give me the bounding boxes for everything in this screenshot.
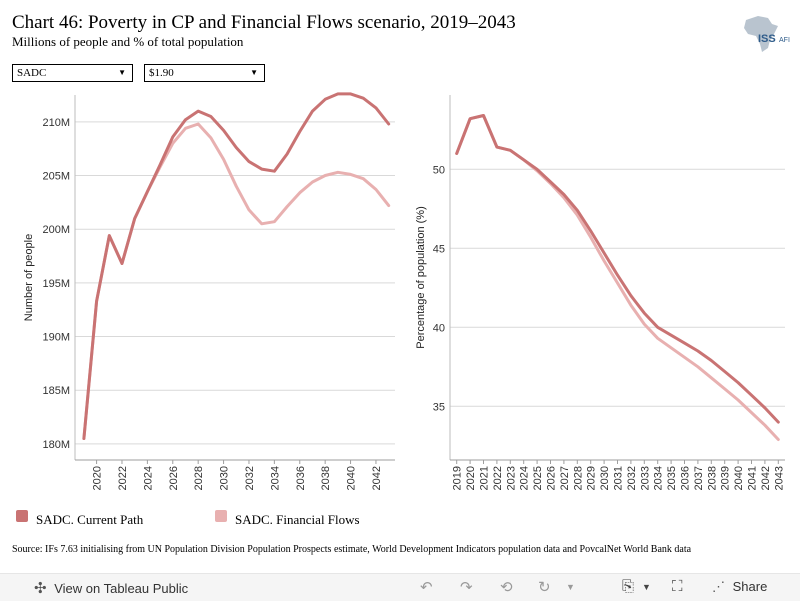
download-icon[interactable]: ⎘ [622,578,635,595]
y-tick-label: 200M [42,224,70,236]
iss-africa-logo: ISS AFI [744,16,790,52]
x-tick-label: 2019 [452,466,464,490]
y-tick-label: 185M [42,385,70,397]
logo-text: ISS [758,33,776,45]
y-tick-label: 40 [433,322,445,334]
x-tick-label: 2028 [193,466,205,490]
x-tick-label: 2035 [666,466,678,490]
x-tick-label: 2031 [613,466,625,490]
revert-icon[interactable]: ⟲ [500,579,513,596]
x-tick-label: 2034 [269,466,281,490]
share-label: Share [732,579,768,594]
x-tick-label: 2036 [295,466,307,490]
page-title: Chart 46: Poverty in CP and Financial Fl… [12,12,516,33]
x-tick-label: 2026 [546,466,558,490]
undo-icon[interactable]: ↶ [420,579,433,596]
share-button[interactable]: ⋰ Share [712,579,767,595]
x-tick-label: 2042 [371,466,383,490]
x-tick-label: 2023 [505,466,517,490]
x-tick-label: 2024 [519,466,531,490]
x-tick-label: 2033 [639,466,651,490]
x-tick-label: 2042 [760,466,772,490]
refresh-menu-chevron-down-icon[interactable]: ▼ [566,582,575,592]
africa-map-icon [744,16,778,52]
download-menu-chevron-down-icon[interactable]: ▼ [642,582,651,592]
share-icon: ⋰ [712,579,725,594]
x-tick-label: 2024 [142,466,154,490]
region-filter-value: SADC [17,67,47,79]
x-tick-label: 2030 [599,466,611,490]
x-tick-label: 2030 [219,466,231,490]
series-line-current-path [455,114,780,424]
x-tick-label: 2039 [720,466,732,490]
view-on-tableau-label: View on Tableau Public [54,581,189,596]
x-tick-label: 2026 [168,466,180,490]
y-tick-label: 45 [433,243,445,255]
y-tick-label: 195M [42,278,70,290]
dropdown-arrow-icon: ▼ [250,68,258,77]
x-tick-label: 2020 [92,466,104,490]
logo-suffix: AFI [779,37,790,44]
y-tick-label: 190M [42,332,70,344]
legend-label: SADC. Current Path [36,512,144,527]
x-tick-label: 2038 [706,466,718,490]
x-tick-label: 2032 [626,466,638,490]
page-subtitle: Millions of people and % of total popula… [12,34,244,49]
legend-swatch [16,510,28,522]
x-tick-label: 2040 [733,466,745,490]
x-tick-label: 2034 [653,466,665,490]
y-tick-label: 205M [42,171,70,183]
x-tick-label: 2021 [479,466,491,490]
x-tick-label: 2025 [532,466,544,490]
tableau-logo-icon: ✣ [34,580,47,597]
y-tick-label: 210M [42,117,70,129]
redo-icon[interactable]: ↷ [460,579,473,596]
refresh-icon[interactable]: ↻ [538,579,551,596]
x-tick-label: 2020 [465,466,477,490]
x-tick-label: 2027 [559,466,571,490]
x-tick-label: 2037 [693,466,705,490]
y-axis-title: Percentage of population (%) [415,206,427,348]
x-tick-label: 2029 [586,466,598,490]
source-note: Source: IFs 7.63 initialising from UN Po… [12,544,692,555]
poverty-line-filter-dropdown[interactable]: $1.90 ▼ [144,64,265,82]
poverty-line-filter-value: $1.90 [149,67,174,79]
people-chart: 180M 185M 190M 195M 200M 205M 210M 2020 2022 2024… [23,92,395,490]
region-filter-dropdown[interactable]: SADC ▼ [12,64,133,82]
y-tick-label: 35 [433,401,445,413]
x-tick-label: 2041 [747,466,759,490]
y-tick-label: 180M [42,439,70,451]
y-axis-title: Number of people [23,234,35,321]
dropdown-arrow-icon: ▼ [118,68,126,77]
x-tick-label: 2022 [117,466,129,490]
x-tick-label: 2043 [773,466,785,490]
percentage-chart: 35 40 45 50 2019 2020 2021 2022 2023 2024 2025 2026… [415,95,785,490]
y-tick-label: 50 [433,164,445,176]
legend-label: SADC. Financial Flows [235,512,360,527]
x-tick-label: 2040 [346,466,358,490]
fullscreen-icon[interactable]: ⛶ [672,578,683,595]
x-tick-label: 2022 [492,466,504,490]
x-tick-label: 2032 [244,466,256,490]
tableau-footer: ✣ View on Tableau Public ↶ ↷ ⟲ ↻ ▼ ⎘ ▼ ⛶… [0,573,800,601]
legend-swatch [215,510,227,522]
x-tick-label: 2028 [572,466,584,490]
series-line-financial-flows [82,122,391,440]
view-on-tableau-button[interactable]: ✣ View on Tableau Public [34,579,188,597]
x-tick-label: 2036 [680,466,692,490]
charts-area: 180M 185M 190M 195M 200M 205M 210M 2020 2022 2024… [23,92,785,490]
x-tick-label: 2038 [320,466,332,490]
series-line-current-path [82,92,391,440]
